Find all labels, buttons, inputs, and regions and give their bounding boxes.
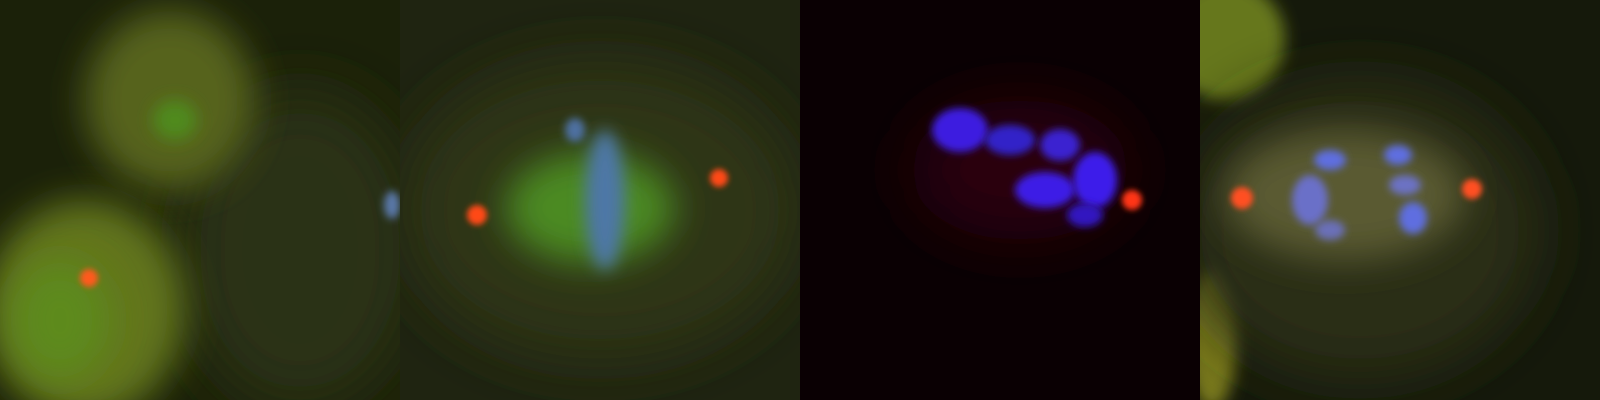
panel-1 [0,0,400,400]
centrosome [467,205,487,225]
chromosome [1314,150,1346,170]
chromosome [565,118,585,142]
centrosome [1231,187,1253,209]
cell-body [1225,130,1465,260]
cell [85,10,255,190]
chromosome [1040,129,1080,161]
haze [180,90,400,400]
centrosome [80,269,98,287]
cell [1200,0,1285,100]
chromosome [1067,203,1103,227]
cell-center [10,260,110,380]
centrosome [710,169,728,187]
cell-center [153,100,197,140]
chromosome [932,108,988,152]
chromatin [384,191,400,219]
centrosome [1462,179,1482,199]
chromosome [1315,220,1345,240]
chromosome [1389,175,1421,195]
chromosome [1384,145,1412,165]
chromosome [1399,202,1427,234]
chromosome [1073,152,1117,208]
panel-2 [400,0,800,400]
chromosome [1015,172,1075,208]
panel-4 [1200,0,1600,400]
chromosome [1292,175,1328,225]
chromosomes [585,130,625,270]
centrosome [1122,190,1142,210]
chromosome [985,125,1035,155]
panel-3 [800,0,1200,400]
